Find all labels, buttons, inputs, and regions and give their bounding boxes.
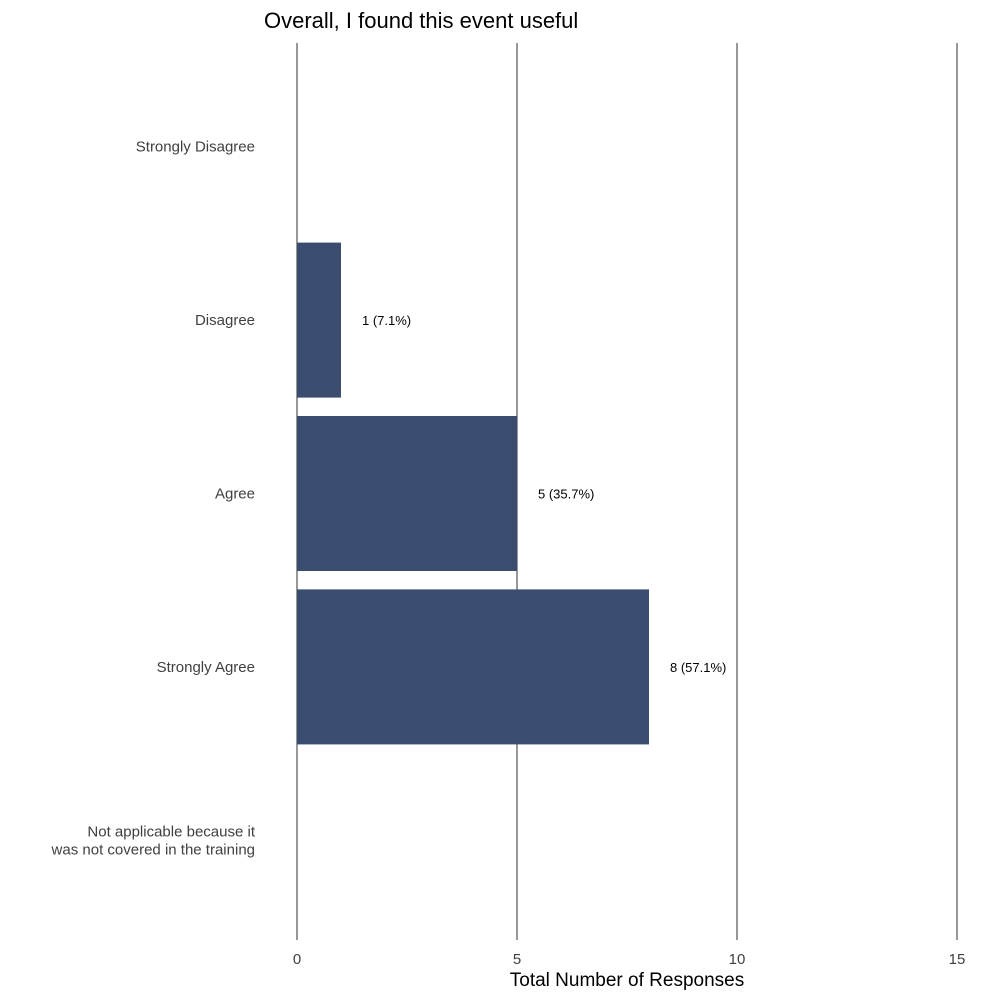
x-tick-labels: 0 5 10 15: [293, 951, 966, 968]
category-label: Strongly Agree: [157, 659, 255, 676]
x-tick-label: 0: [293, 951, 301, 968]
bar: [297, 416, 517, 571]
category-label: Agree: [215, 486, 255, 503]
x-tick-label: 5: [513, 951, 521, 968]
data-label: 5 (35.7%): [538, 487, 594, 502]
x-tick-label: 15: [949, 951, 966, 968]
category-label: Disagree: [195, 312, 255, 329]
category-labels: Strongly Disagree Disagree Agree Strongly A…: [51, 139, 256, 859]
bar: [297, 589, 649, 745]
bar: [297, 242, 341, 398]
category-label: Strongly Disagree: [136, 139, 255, 156]
x-axis-title: Total Number of Responses: [510, 970, 744, 991]
bars: [297, 242, 649, 745]
chart-title: Overall, I found this event useful: [264, 8, 578, 33]
category-label: Not applicable because it was not covered…: [51, 823, 256, 858]
data-label: 1 (7.1%): [362, 313, 411, 328]
data-label: 8 (57.1%): [670, 660, 726, 675]
data-labels: 1 (7.1%) 5 (35.7%) 8 (57.1%): [362, 313, 726, 675]
x-tick-label: 10: [729, 951, 746, 968]
